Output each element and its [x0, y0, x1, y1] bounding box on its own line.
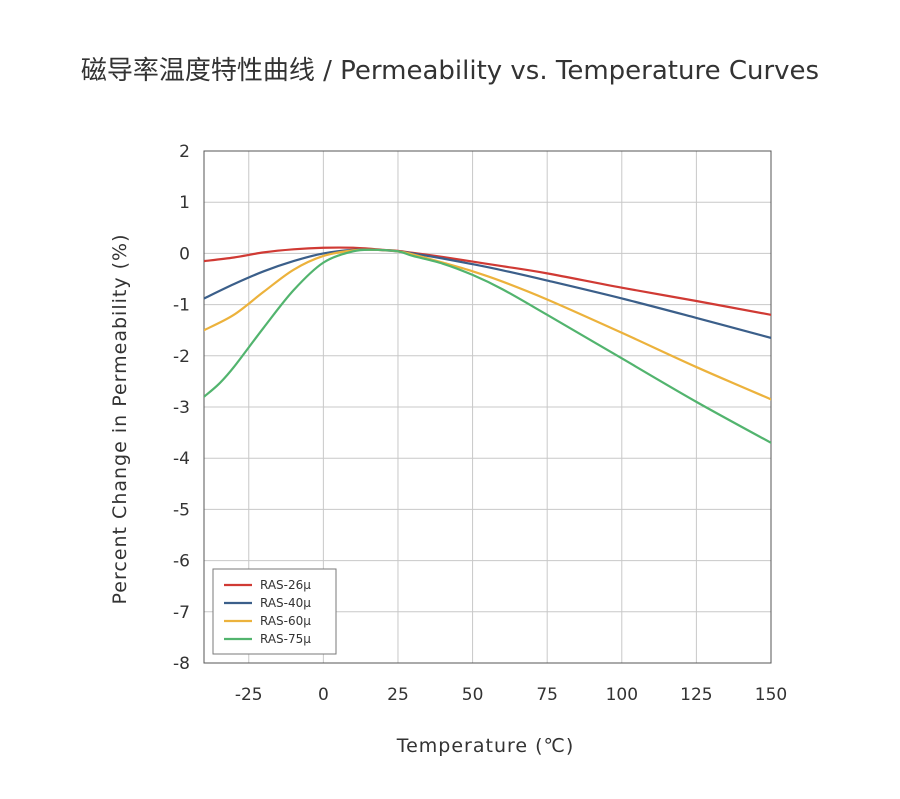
- y-tick-label: 2: [179, 142, 190, 162]
- y-tick-label: -8: [173, 654, 190, 674]
- y-tick-label: -6: [173, 552, 190, 572]
- y-tick-label: -2: [173, 347, 190, 367]
- y-tick-label: 1: [179, 193, 190, 213]
- x-tick-label: -25: [235, 685, 263, 705]
- plot-frame: [203, 150, 772, 664]
- x-tick-label: 50: [462, 685, 484, 705]
- x-tick-label: 25: [387, 685, 409, 705]
- legend-label: RAS-60µ: [260, 614, 311, 628]
- y-tick-label: -5: [173, 500, 190, 520]
- y-tick-label: -7: [173, 603, 190, 623]
- x-tick-label: 75: [536, 685, 558, 705]
- x-tick-label: 125: [680, 685, 712, 705]
- legend-label: RAS-26µ: [260, 578, 311, 592]
- y-axis-title: Percent Change in Permeability (%): [109, 234, 131, 605]
- y-tick-label: -4: [173, 449, 190, 469]
- series-line-4: [204, 248, 771, 444]
- x-tick-label: 150: [755, 685, 787, 705]
- legend-label: RAS-40µ: [260, 596, 311, 610]
- y-tick-label: 0: [179, 244, 190, 264]
- y-tick-label: -3: [173, 398, 190, 418]
- y-tick-label: -1: [173, 296, 190, 316]
- legend-label: RAS-75µ: [260, 632, 311, 646]
- series-line-3: [204, 248, 771, 401]
- page-title: 磁导率温度特性曲线 / Permeability vs. Temperature…: [80, 56, 820, 86]
- x-tick-label: 0: [318, 685, 329, 705]
- x-tick-label: 100: [606, 685, 638, 705]
- x-axis-title: Temperature (℃): [396, 735, 575, 757]
